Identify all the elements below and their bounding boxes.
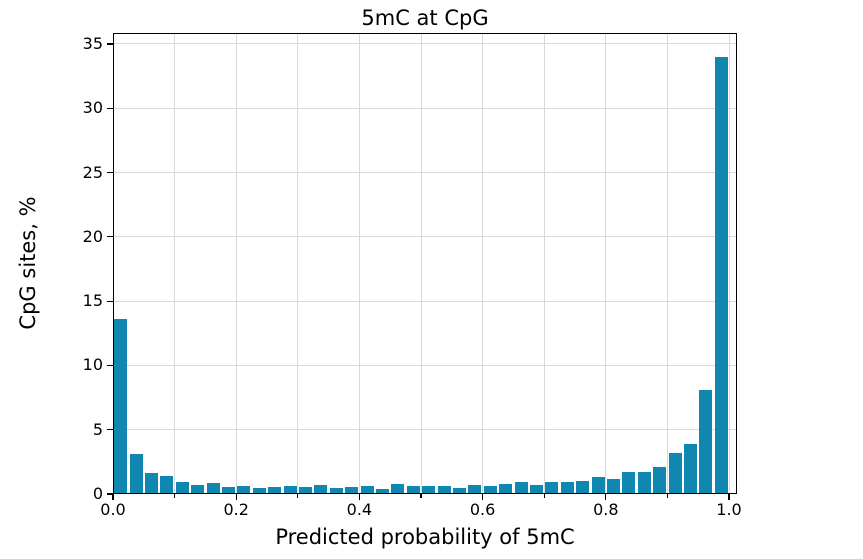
- histogram-bar: [299, 486, 312, 494]
- histogram-bar: [114, 319, 128, 494]
- histogram-bar: [329, 488, 343, 494]
- gridline-vertical: [605, 33, 607, 494]
- histogram-bar: [237, 485, 251, 494]
- x-tick-mark: [482, 494, 484, 500]
- gridline-horizontal: [113, 364, 737, 366]
- chart-title: 5mC at CpG: [361, 6, 489, 30]
- histogram-bar: [668, 452, 682, 494]
- y-tick-label: 35: [82, 33, 103, 53]
- gridline-vertical: [174, 33, 176, 494]
- x-tick-mark: [728, 494, 730, 500]
- y-tick-mark: [107, 107, 113, 109]
- x-tick-label: 0.0: [100, 500, 126, 519]
- histogram-bar: [314, 485, 328, 494]
- histogram-bar: [483, 486, 497, 494]
- histogram-bar: [591, 476, 605, 494]
- gridline-horizontal: [113, 107, 737, 109]
- histogram-bar: [360, 485, 374, 494]
- y-tick-mark: [107, 171, 113, 174]
- gridline-vertical: [235, 33, 237, 494]
- gridline-vertical: [358, 33, 360, 494]
- gridline-horizontal: [113, 43, 737, 45]
- gridline-horizontal: [113, 236, 737, 238]
- histogram-bar: [653, 467, 667, 494]
- histogram-bar: [376, 488, 389, 494]
- axes-spines: [113, 33, 737, 494]
- histogram-bar: [406, 486, 420, 494]
- histogram-bar: [391, 484, 405, 494]
- x-tick-label: 0.8: [593, 500, 619, 519]
- gridline-horizontal: [113, 172, 737, 174]
- y-tick-mark: [107, 300, 113, 302]
- gridline-vertical: [543, 33, 545, 494]
- x-minor-tick-mark: [420, 494, 422, 498]
- x-tick-label: 0.6: [469, 500, 496, 519]
- histogram-bar: [175, 482, 189, 494]
- histogram-bar: [607, 479, 620, 494]
- histogram-bar: [206, 483, 220, 494]
- gridline-horizontal: [113, 429, 737, 431]
- histogram-bar: [252, 487, 266, 494]
- y-tick-mark: [107, 429, 113, 431]
- x-tick-label: 0.4: [346, 500, 373, 519]
- y-axis-label: CpG sites, %: [16, 196, 40, 330]
- histogram-bar: [145, 472, 158, 494]
- y-tick-mark: [107, 236, 113, 238]
- y-tick-mark: [107, 364, 113, 366]
- histogram-bar: [499, 484, 513, 494]
- x-minor-tick-mark: [543, 494, 545, 498]
- histogram-bar: [453, 487, 466, 494]
- y-tick-label: 30: [82, 98, 103, 118]
- histogram-bar: [514, 482, 528, 494]
- x-minor-tick-mark: [666, 494, 668, 498]
- gridline-horizontal: [113, 300, 737, 302]
- x-tick-mark: [605, 494, 607, 500]
- histogram-bar: [268, 486, 282, 494]
- y-tick-label: 0: [92, 484, 103, 503]
- histogram-bar: [283, 486, 297, 494]
- x-tick-mark: [235, 494, 237, 500]
- histogram-bar: [576, 481, 590, 494]
- x-tick-label: 1.0: [716, 500, 742, 519]
- y-tick-label: 25: [82, 162, 103, 182]
- histogram-bar: [345, 486, 359, 494]
- y-tick-label: 10: [82, 355, 103, 375]
- y-tick-label: 15: [82, 291, 103, 311]
- y-tick-label: 5: [92, 419, 103, 439]
- x-tick-mark: [358, 494, 360, 500]
- gridline-vertical: [728, 33, 730, 494]
- histogram-bar: [160, 476, 174, 494]
- histogram-bar: [530, 485, 543, 494]
- plot-area: [113, 33, 737, 494]
- histogram-bar: [714, 56, 728, 494]
- histogram-bar: [622, 472, 636, 494]
- gridline-vertical: [482, 33, 484, 494]
- histogram-bar: [222, 486, 235, 494]
- histogram-bar: [129, 454, 143, 494]
- y-tick-mark: [107, 493, 113, 495]
- x-tick-label: 0.2: [223, 500, 249, 519]
- histogram-bar: [545, 481, 559, 494]
- histogram-bar: [422, 485, 436, 494]
- gridline-vertical: [297, 33, 299, 494]
- gridline-vertical: [666, 33, 668, 494]
- histogram-bar: [699, 389, 713, 494]
- histogram-bar: [560, 482, 574, 494]
- histogram-bar: [437, 486, 451, 494]
- gridline-vertical: [420, 33, 422, 494]
- x-minor-tick-mark: [174, 494, 176, 498]
- y-tick-label: 20: [82, 226, 103, 246]
- histogram-bar: [637, 472, 651, 494]
- x-axis-label: Predicted probability of 5mC: [275, 525, 575, 549]
- histogram-bar: [684, 443, 697, 494]
- x-minor-tick-mark: [297, 494, 299, 498]
- histogram-bar: [468, 485, 482, 494]
- y-tick-mark: [107, 43, 113, 45]
- histogram-bar: [191, 485, 205, 494]
- x-tick-mark: [112, 494, 114, 500]
